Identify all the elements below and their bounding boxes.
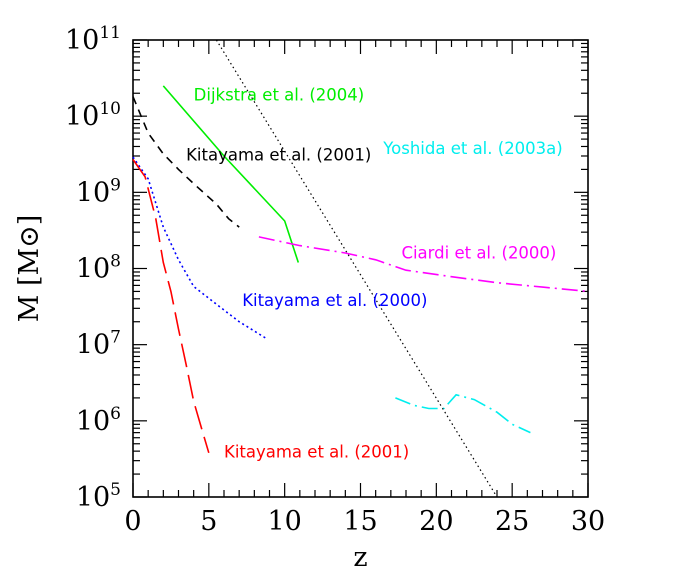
series-label-4: Yoshida et al. (2003a) xyxy=(382,139,562,158)
series-line-5 xyxy=(132,159,210,454)
series-label-3: Kitayama et al. (2000) xyxy=(242,291,427,310)
series-line-1 xyxy=(132,96,240,228)
series-line-0 xyxy=(162,85,300,263)
series-line-2 xyxy=(258,236,589,293)
series-label-5: Kitayama et al. (2001) xyxy=(224,443,409,462)
series-label-0: Dijkstra et al. (2004) xyxy=(194,86,365,105)
x-tick-label: 0 xyxy=(124,506,141,537)
x-tick-label: 15 xyxy=(343,506,377,537)
series-line-6 xyxy=(215,39,498,498)
y-tick-label: 1011 xyxy=(65,23,121,56)
x-tick-label: 10 xyxy=(267,506,301,537)
x-tick-label: 25 xyxy=(495,506,529,537)
x-tick-label: 30 xyxy=(571,506,605,537)
y-tick-label: 1010 xyxy=(65,99,121,132)
y-tick-label: 106 xyxy=(76,404,121,437)
x-tick-label: 20 xyxy=(419,506,453,537)
y-tick-label: 107 xyxy=(76,328,121,361)
y-tick-label: 105 xyxy=(76,480,121,513)
y-axis-label: M [M⊙] xyxy=(14,215,45,323)
y-tick-label: 108 xyxy=(76,252,121,285)
x-tick-label: 5 xyxy=(200,506,217,537)
series-line-4 xyxy=(395,393,531,434)
series-label-1: Kitayama et al. (2001) xyxy=(186,146,371,165)
y-tick-label: 109 xyxy=(76,175,121,208)
series-label-2: Ciardi et al. (2000) xyxy=(401,244,556,263)
series-line-3 xyxy=(132,156,267,340)
x-axis-label: z xyxy=(353,542,367,573)
